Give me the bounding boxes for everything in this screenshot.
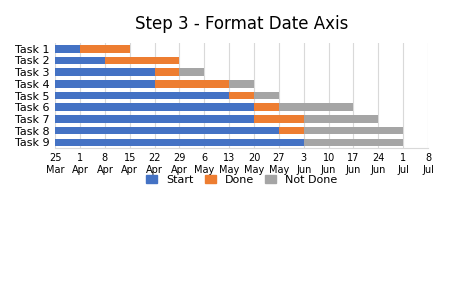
Bar — [55, 68, 154, 76]
Bar — [105, 57, 180, 64]
Bar — [254, 92, 279, 99]
Bar — [180, 68, 204, 76]
Bar — [154, 68, 180, 76]
Bar — [304, 139, 403, 146]
Bar — [55, 92, 229, 99]
Bar — [80, 45, 130, 53]
Bar — [55, 45, 80, 53]
Bar — [229, 80, 254, 88]
Bar — [254, 115, 304, 123]
Bar — [229, 92, 254, 99]
Bar — [304, 115, 379, 123]
Legend: Start, Done, Not Done: Start, Done, Not Done — [141, 170, 342, 189]
Bar — [55, 80, 154, 88]
Bar — [55, 103, 254, 111]
Bar — [279, 127, 304, 135]
Bar — [154, 80, 229, 88]
Bar — [254, 103, 279, 111]
Bar — [55, 115, 254, 123]
Bar — [55, 127, 279, 135]
Bar — [304, 127, 403, 135]
Bar — [279, 103, 353, 111]
Bar — [55, 57, 105, 64]
Bar — [55, 139, 304, 146]
Title: Step 3 - Format Date Axis: Step 3 - Format Date Axis — [135, 15, 348, 33]
